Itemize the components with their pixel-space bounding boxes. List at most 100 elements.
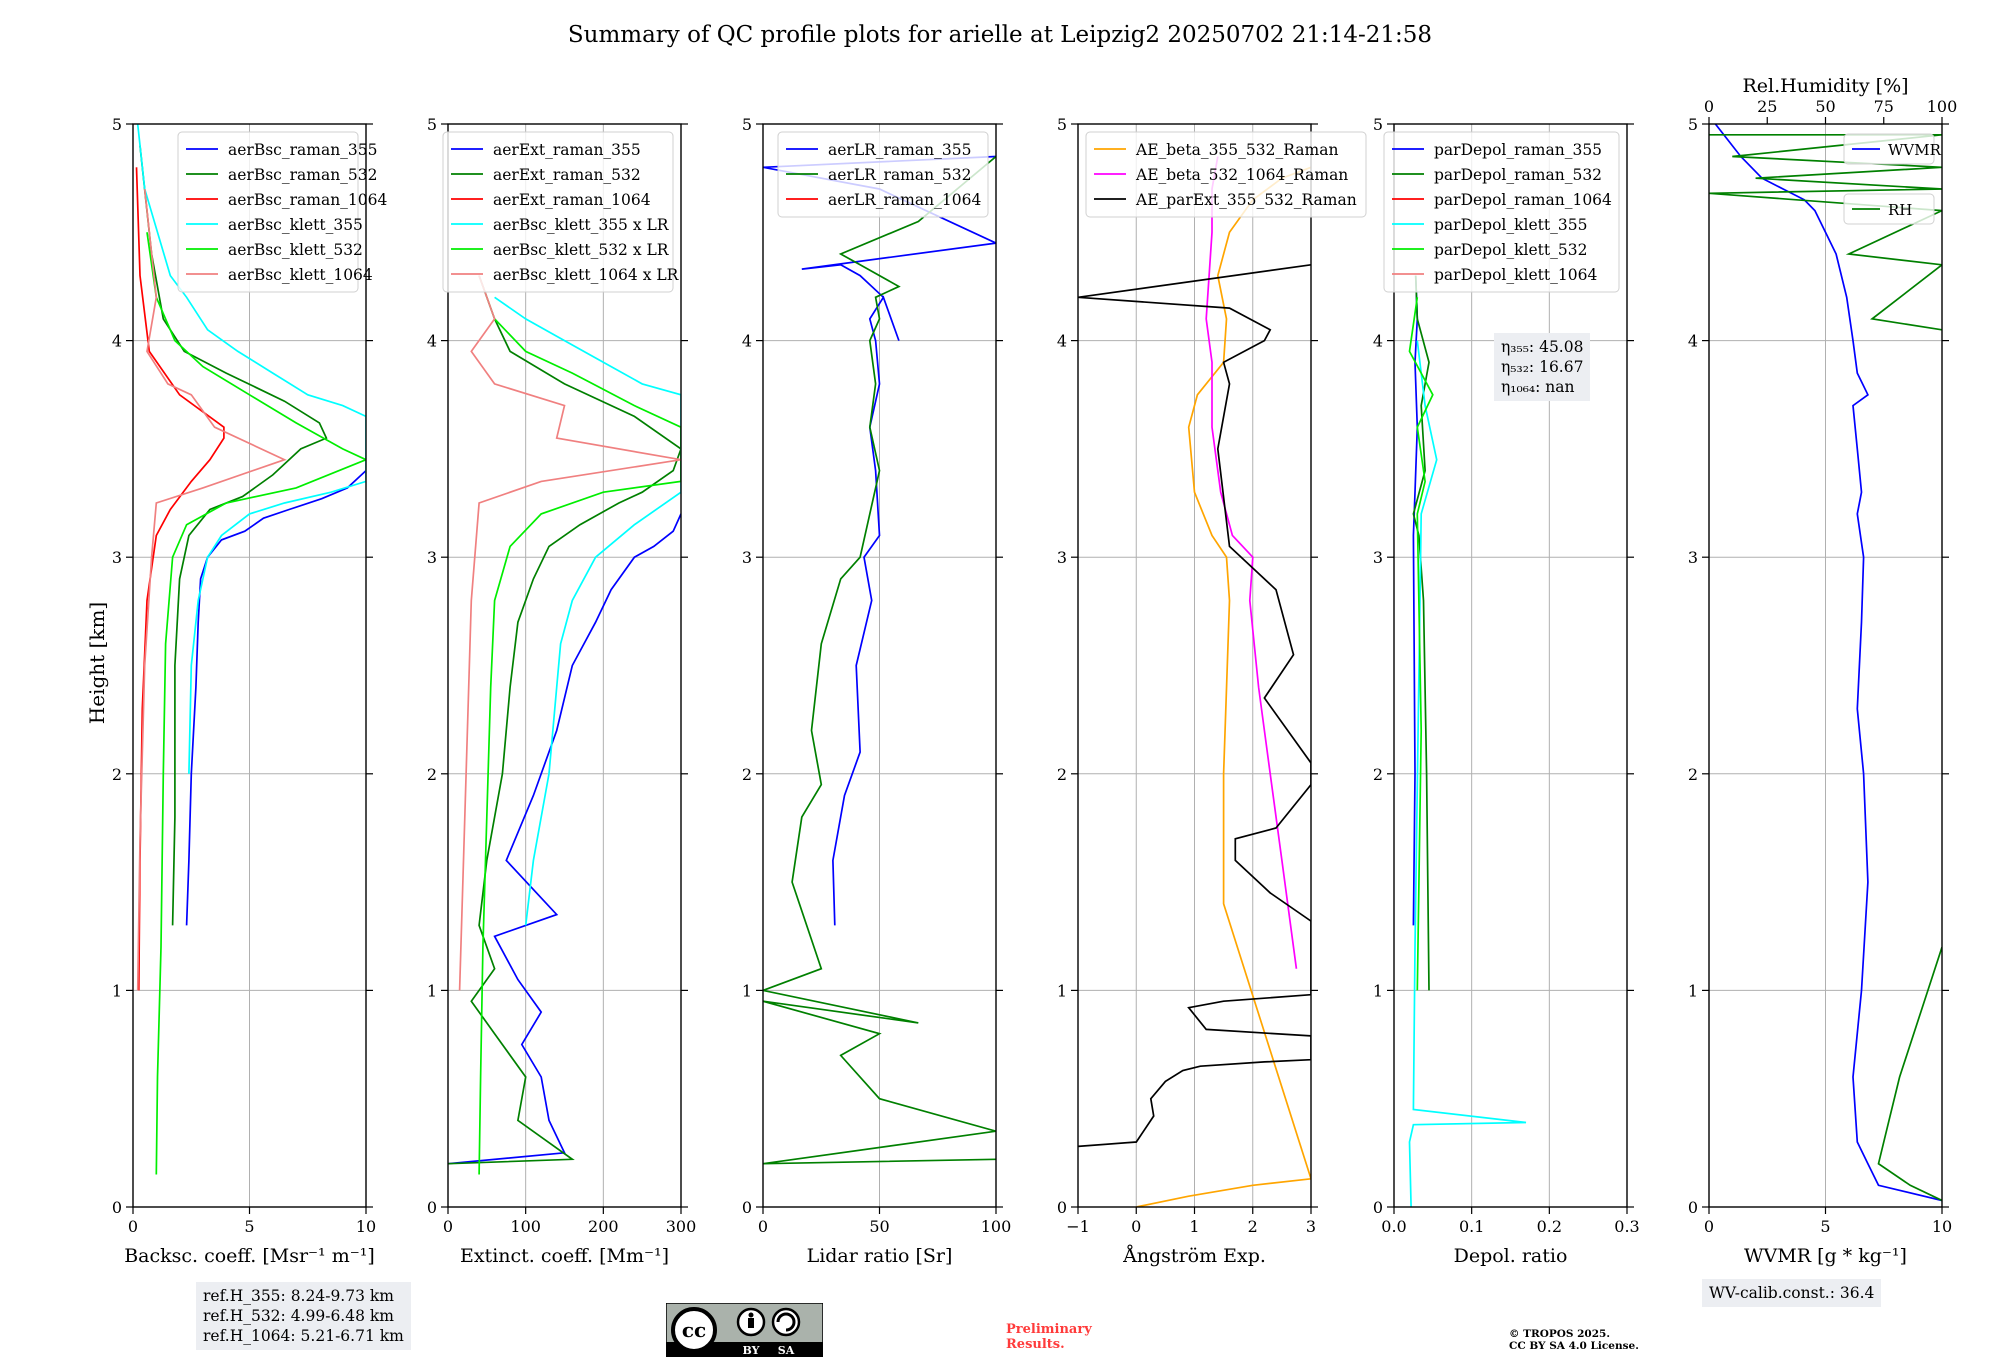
y-tick-label: 3 (1688, 548, 1698, 567)
y-tick-label: 1 (1373, 981, 1383, 1000)
axes-frame (132, 123, 367, 1208)
y-tick-label: 2 (427, 765, 437, 784)
svg-text:SA: SA (778, 1344, 795, 1357)
legend-label: parDepol_klett_1064 (1434, 266, 1597, 284)
eta-box: η₃₅₅: 45.08 η₅₃₂: 16.67 η₁₀₆₄: nan (1494, 333, 1591, 401)
x-tick-label: 10 (356, 1217, 376, 1236)
series-line-aerBsc_raman_355 (185, 469, 366, 926)
svg-text:BY: BY (743, 1344, 760, 1357)
legend-box (442, 131, 674, 293)
legend-label: aerLR_raman_355 (828, 141, 971, 159)
legend-label: AE_beta_532_1064_Raman (1135, 166, 1348, 184)
x-axis-label: Lidar ratio [Sr] (807, 1245, 953, 1267)
top-tick-label: 0 (1704, 97, 1714, 116)
x-tick-label: 0.0 (1381, 1217, 1406, 1236)
x-tick-label: 0.1 (1459, 1217, 1484, 1236)
legend-label: aerBsc_raman_355 (228, 141, 378, 159)
y-tick-label: 2 (1688, 765, 1698, 784)
ref-height-box: ref.H_355: 8.24-9.73 km ref.H_532: 4.99-… (196, 1282, 411, 1350)
x-tick-label: 300 (666, 1217, 697, 1236)
legend-label: RH (1888, 201, 1912, 219)
y-tick-label: 4 (1373, 332, 1383, 351)
y-tick-label: 0 (1057, 1198, 1067, 1217)
copyright-note: © TROPOS 2025. CC BY SA 4.0 License. (1509, 1328, 1639, 1352)
y-tick-label: 4 (112, 332, 122, 351)
series-group (1408, 275, 1527, 1207)
y-tick-label: 3 (112, 548, 122, 567)
legend-label: aerBsc_raman_1064 (228, 191, 388, 209)
top-tick-label: 100 (1927, 97, 1958, 116)
series-line-AE_beta_355_532_Raman (1136, 166, 1311, 1207)
eta-355: η₃₅₅: 45.08 (1501, 338, 1584, 356)
svg-text:cc: cc (682, 1318, 706, 1342)
x-tick-label: 200 (588, 1217, 619, 1236)
y-tick-label: 5 (742, 115, 752, 134)
legend-label: parDepol_raman_532 (1434, 166, 1602, 184)
series-line-WVMR (1714, 124, 1942, 1202)
y-tick-label: 5 (112, 115, 122, 134)
series-line-parDepol_raman_532 (1412, 275, 1430, 991)
axes-frame (1077, 123, 1312, 1208)
x-tick-label: 3 (1306, 1217, 1316, 1236)
axes-frame (762, 123, 997, 1208)
series-group (448, 275, 681, 1175)
y-tick-label: 1 (742, 981, 752, 1000)
series-group (763, 155, 996, 1165)
x-tick-label: 0 (128, 1217, 138, 1236)
legend-label: aerLR_raman_1064 (828, 191, 981, 209)
x-tick-label: 1 (1189, 1217, 1199, 1236)
cc-icon (671, 1307, 717, 1353)
y-tick-label: 4 (1688, 332, 1698, 351)
y-tick-label: 0 (1688, 1198, 1698, 1217)
y-tick-label: 5 (1688, 115, 1698, 134)
y-tick-label: 3 (427, 548, 437, 567)
wv-calib-value: WV-calib.const.: 36.4 (1709, 1284, 1875, 1302)
x-axis-label: Depol. ratio (1454, 1245, 1568, 1267)
legend-label: aerExt_raman_355 (493, 141, 641, 159)
y-tick-label: 5 (1057, 115, 1067, 134)
top-tick-label: 25 (1757, 97, 1777, 116)
y-tick-label: 3 (1057, 548, 1067, 567)
series-line-RH-top (1709, 133, 1942, 331)
y-tick-label: 4 (742, 332, 752, 351)
series-line-aerBsc_klett_532 x LR (478, 318, 681, 1175)
series-line-AE_parExt_355_532_Raman (1078, 263, 1311, 1148)
x-tick-label: 100 (981, 1217, 1012, 1236)
x-tick-label: 0 (1704, 1217, 1714, 1236)
series-line-RH (1877, 946, 1942, 1202)
series-line-parDepol_klett_532 (1408, 297, 1434, 991)
top-tick-label: 75 (1874, 97, 1894, 116)
y-tick-label: 5 (1373, 115, 1383, 134)
x-tick-label: −1 (1066, 1217, 1090, 1236)
y-tick-label: 2 (742, 765, 752, 784)
legend-box (1843, 193, 1935, 225)
legend-label: aerExt_raman_1064 (493, 191, 651, 209)
y-tick-label: 0 (742, 1198, 752, 1217)
axes-frame (1393, 123, 1628, 1208)
series-line-aerExt_raman_355 (448, 513, 681, 1165)
y-axis-label: Height [km] (85, 602, 109, 724)
legend-box (1843, 133, 1935, 165)
legend-label: parDepol_raman_1064 (1434, 191, 1612, 209)
legend-label: AE_beta_355_532_Raman (1135, 141, 1338, 159)
series-line-aerBsc_klett_355 x LR (494, 296, 681, 926)
legend-label: aerLR_raman_532 (828, 166, 971, 184)
ref-h-1064: ref.H_1064: 5.21-6.71 km (203, 1327, 404, 1345)
legend-label: aerBsc_klett_1064 (228, 266, 373, 284)
x-tick-label: 5 (244, 1217, 254, 1236)
y-tick-label: 2 (1057, 765, 1067, 784)
y-tick-label: 0 (1373, 1198, 1383, 1217)
y-tick-label: 3 (742, 548, 752, 567)
legend-label: parDepol_raman_355 (1434, 141, 1602, 159)
x-axis-label: WVMR [g * kg⁻¹] (1744, 1245, 1907, 1267)
y-tick-label: 1 (1688, 981, 1698, 1000)
x-axis-label: Extinct. coeff. [Mm⁻¹] (460, 1245, 669, 1267)
x-tick-label: 100 (510, 1217, 541, 1236)
x-tick-label: 5 (1820, 1217, 1830, 1236)
preliminary-note: Preliminary Results. (1006, 1322, 1092, 1352)
legend-label: aerBsc_klett_355 (228, 216, 363, 234)
panel-1: 0 5 10 0 1 2 3 4 5 Backsc. coeff. [Msr⁻¹ m⁻¹] aerB… (112, 115, 388, 1267)
y-tick-label: 1 (112, 981, 122, 1000)
